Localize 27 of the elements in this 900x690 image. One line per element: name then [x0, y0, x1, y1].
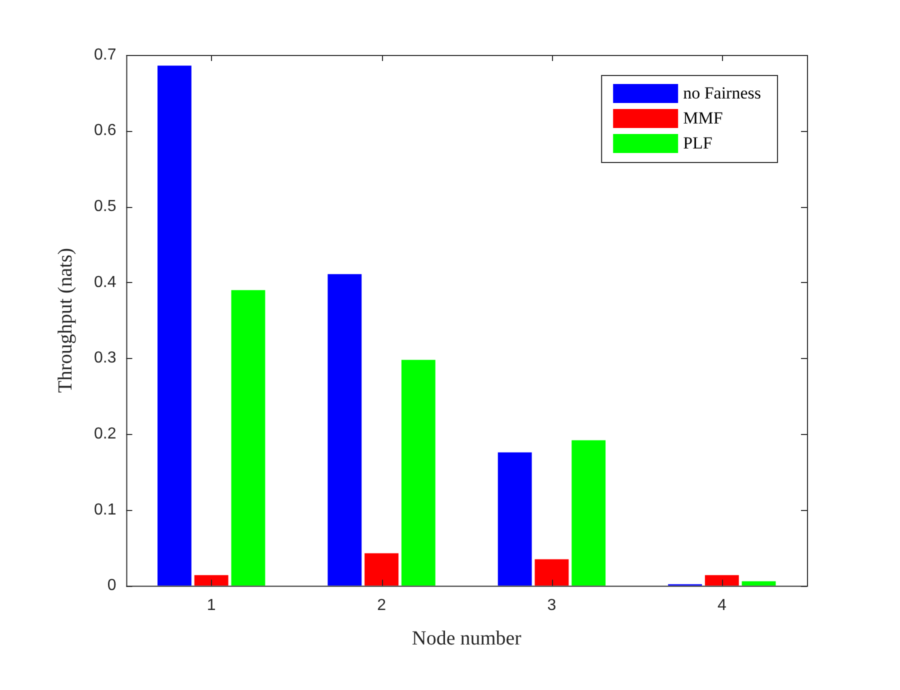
y-tick-label: 0.3 [94, 350, 116, 367]
legend-label: no Fairness [683, 83, 762, 102]
bar [401, 360, 436, 586]
x-tick-label: 4 [717, 596, 726, 614]
y-tick-label: 0 [107, 577, 116, 594]
x-axis-title: Node number [412, 627, 522, 650]
y-tick-label: 0.7 [94, 46, 116, 64]
x-tick-label: 1 [206, 596, 216, 614]
y-tick-label: 0.2 [94, 426, 116, 443]
bar [328, 274, 362, 586]
legend-label: MMF [683, 108, 723, 128]
bar [572, 440, 606, 586]
bar [194, 575, 228, 586]
x-tick-label: 3 [547, 596, 556, 614]
y-tick-label: 0.4 [94, 274, 116, 291]
y-axis-title: Throughput (nats) [54, 248, 76, 393]
bar [231, 290, 266, 586]
y-tick-label: 0.5 [94, 198, 116, 216]
bar [158, 66, 192, 586]
bar [704, 575, 739, 586]
bar [534, 559, 569, 586]
y-tick-label: 0.6 [94, 122, 116, 140]
bar [498, 452, 532, 586]
x-tick-label: 2 [377, 596, 386, 614]
bar [364, 553, 398, 586]
y-tick-label: 0.1 [94, 501, 116, 518]
legend-label: PLF [683, 133, 712, 152]
